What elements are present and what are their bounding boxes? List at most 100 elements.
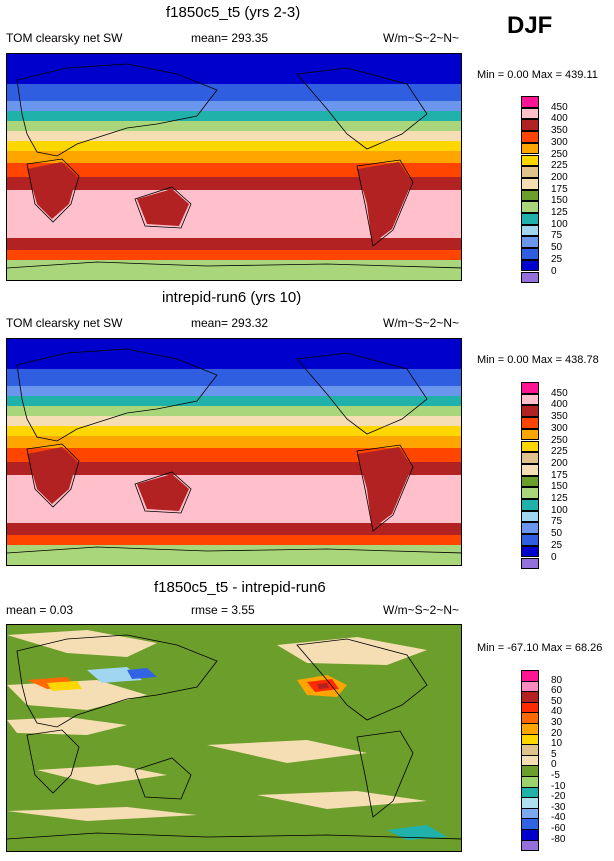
band-150-175 <box>7 121 461 131</box>
cbar-1-label: 75 <box>551 230 563 242</box>
cbar-3-label: 60 <box>551 685 563 697</box>
cbar-3-label: 20 <box>551 727 563 739</box>
africa-coast <box>26 729 80 794</box>
cbar-3-label: -60 <box>551 823 566 834</box>
panel-3-mean-label: mean = 0.03 <box>6 603 74 617</box>
cbar-1-label: 125 <box>551 207 568 218</box>
band-25-50 <box>7 369 461 386</box>
south-america-land <box>357 162 412 244</box>
cbar-2-label: 400 <box>551 399 568 411</box>
panel-2-map <box>6 338 462 566</box>
panel-3-field <box>7 625 461 851</box>
cbar-2-box-3 <box>521 534 539 546</box>
eurasia-coast <box>16 63 218 157</box>
diff-patch <box>317 683 329 689</box>
cbar-1-label: 450 <box>551 101 568 113</box>
australia-coast <box>134 471 192 514</box>
cbar-3-label: 80 <box>551 674 563 686</box>
panel-1-map <box>6 53 462 281</box>
band-350-400b <box>7 238 461 250</box>
panel-1-field <box>7 54 461 280</box>
diff-patch <box>207 740 367 763</box>
cbar-1-box-3 <box>521 248 539 260</box>
cbar-2-label: 225 <box>551 446 568 458</box>
band-150-175 <box>7 406 461 416</box>
eurasia-coast <box>16 634 218 728</box>
cbar-3-label: 5 <box>551 748 557 760</box>
panel-2-variable-label: TOM clearsky net SW <box>6 316 123 330</box>
australia-coast <box>134 186 192 229</box>
cbar-1-box-11 <box>521 154 539 167</box>
cbar-3-label: -30 <box>551 801 566 813</box>
australia-land <box>137 474 189 511</box>
panel-3-title: f1850c5_t5 - intrepid-run6 <box>154 579 326 596</box>
cbar-2-label: 250 <box>551 434 568 446</box>
cbar-2-box-1 <box>521 557 539 570</box>
band-400-450a <box>7 177 461 190</box>
cbar-2-box-12 <box>521 428 539 441</box>
cbar-1-label: 150 <box>551 195 568 207</box>
cbar-2-label: 300 <box>551 422 568 434</box>
eurasia-coast <box>16 348 218 442</box>
panel-2-mean-label: mean= 293.32 <box>191 316 269 330</box>
cbar-1-box-9 <box>521 177 539 190</box>
cbar-2-label: 175 <box>551 469 568 481</box>
africa-coast <box>26 158 80 223</box>
cbar-3-label: 10 <box>551 738 563 750</box>
panel-2-minmax: Min = 0.00 Max = 438.78 <box>477 354 599 366</box>
north-america-coast <box>296 67 428 150</box>
cbar-2-box-10 <box>521 452 539 464</box>
diff-patch <box>7 630 157 657</box>
cbar-2-box-2 <box>521 545 539 558</box>
cbar-2-label: 350 <box>551 411 568 423</box>
cbar-3-label: 40 <box>551 706 563 718</box>
cbar-2-label: 25 <box>551 539 563 551</box>
band-350-400a <box>7 448 461 462</box>
cbar-3-label: -5 <box>551 770 560 781</box>
antarctica-coast <box>7 261 461 269</box>
diff-patch <box>7 807 197 821</box>
africa-coast <box>26 443 80 508</box>
band-400-450a <box>7 462 461 475</box>
band-250-300 <box>7 141 461 151</box>
cbar-1-box-10 <box>521 166 539 178</box>
cbar-1-label: 250 <box>551 148 568 160</box>
band-0-25 <box>7 339 461 369</box>
cbar-1-box-16 <box>521 96 539 108</box>
band-100-125 <box>7 111 461 121</box>
cbar-1-label: 300 <box>551 136 568 148</box>
africa-land <box>27 447 77 504</box>
cbar-2-box-4 <box>521 522 539 535</box>
cbar-2-box-11 <box>521 440 539 453</box>
diff-patch <box>7 680 147 710</box>
cbar-2-box-7 <box>521 487 539 499</box>
cbar-2-label: 125 <box>551 493 568 504</box>
cbar-3-label: -80 <box>551 833 566 845</box>
cbar-2-label: 0 <box>551 551 557 563</box>
cbar-1-label: 350 <box>551 125 568 137</box>
band-0-25 <box>7 54 461 84</box>
cbar-3-label: -40 <box>551 812 566 824</box>
cbar-2-box-13 <box>521 417 539 429</box>
cbar-3-label: 30 <box>551 717 563 728</box>
panel-2-field <box>7 339 461 565</box>
south-america-land <box>357 447 412 529</box>
band-250-300 <box>7 426 461 436</box>
diff-patch <box>277 637 427 665</box>
panel-1-mean-label: mean= 293.35 <box>191 31 269 45</box>
cbar-2-label: 100 <box>551 504 568 516</box>
panel-3-map <box>6 624 462 852</box>
south-america-coast <box>356 159 414 247</box>
diff-patch <box>127 668 157 679</box>
cbar-1-box-13 <box>521 131 539 143</box>
north-america-coast <box>296 352 428 435</box>
cbar-1-box-5 <box>521 224 539 237</box>
cbar-3-box-1 <box>521 839 539 852</box>
africa-land <box>27 162 77 219</box>
cbar-2-box-16 <box>521 382 539 394</box>
band-300-350b <box>7 535 461 545</box>
cbar-1-label: 100 <box>551 218 568 230</box>
diff-patch <box>7 717 127 735</box>
cbar-1-box-4 <box>521 236 539 249</box>
diff-patch <box>257 791 427 809</box>
